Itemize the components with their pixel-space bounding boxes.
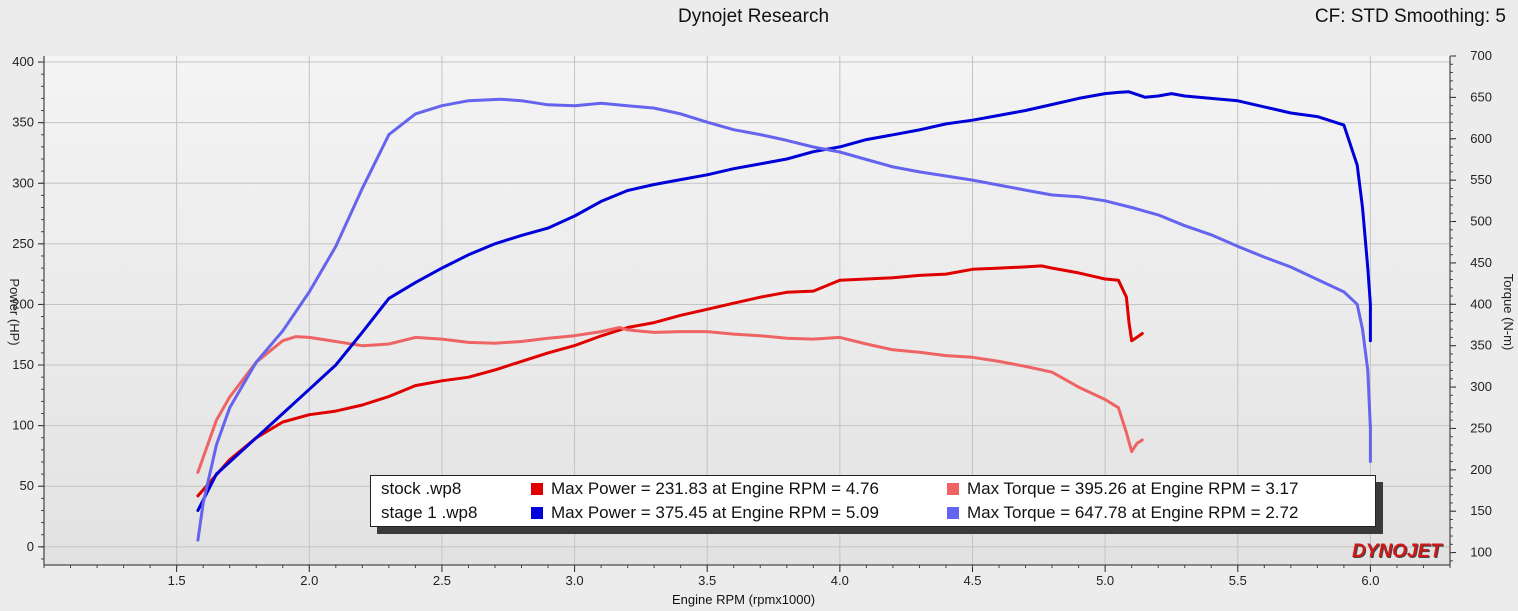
y-right-tick-label: 400 [1470,296,1492,311]
legend-torque-entry: Max Torque = 395.26 at Engine RPM = 3.17 [947,479,1298,499]
y-right-tick-label: 100 [1470,545,1492,560]
y-left-tick-label: 250 [12,236,34,251]
series-line-stock-wp8-torque [196,326,1144,474]
power-color-swatch [531,483,543,495]
dynojet-logo: DYNOJET [1352,541,1442,562]
legend-power-text: Max Power = 375.45 at Engine RPM = 5.09 [551,503,879,522]
y-right-tick-label: 300 [1470,379,1492,394]
y-right-tick-label: 350 [1470,338,1492,353]
x-tick-label: 4.0 [831,573,849,588]
power-color-swatch [531,507,543,519]
y-right-tick-label: 500 [1470,214,1492,229]
y-right-tick-label: 550 [1470,172,1492,187]
legend-torque-entry: Max Torque = 647.78 at Engine RPM = 2.72 [947,503,1298,523]
x-tick-label: 3.0 [566,573,584,588]
y-right-tick-label: 450 [1470,255,1492,270]
chart-title: Dynojet Research [678,6,830,27]
y-right-tick-label: 700 [1470,48,1492,63]
y-right-tick-label: 150 [1470,503,1492,518]
y-right-tick-label: 650 [1470,89,1492,104]
y-left-tick-label: 150 [12,357,34,372]
y-left-tick-label: 100 [12,418,34,433]
x-tick-label: 2.5 [433,573,451,588]
y-left-tick-label: 350 [12,115,34,130]
legend-row-stage1: stage 1 .wp8 Max Power = 375.45 at Engin… [371,501,1375,525]
x-axis-label: Engine RPM (rpmx1000) [672,592,816,607]
correction-factor-label: CF: STD Smoothing: 5 [1314,6,1506,27]
y-left-tick-label: 200 [12,296,34,311]
legend-file-name: stage 1 .wp8 [381,503,478,522]
y-right-tick-label: 600 [1470,131,1492,146]
legend-torque-text: Max Torque = 395.26 at Engine RPM = 3.17 [967,479,1299,498]
y-right-tick-label: 200 [1470,462,1492,477]
x-tick-label: 4.5 [963,573,981,588]
legend-power-entry: Max Power = 375.45 at Engine RPM = 5.09 [531,503,879,523]
x-tick-label: 1.5 [168,573,186,588]
legend-torque-text: Max Torque = 647.78 at Engine RPM = 2.72 [967,503,1299,522]
y-left-tick-label: 0 [27,539,34,554]
series-line-stock-wp8-power [196,264,1144,498]
y-left-tick-label: 300 [12,175,34,190]
legend-file-name: stock .wp8 [381,479,462,498]
torque-color-swatch [947,507,959,519]
x-tick-label: 2.0 [300,573,318,588]
x-tick-label: 5.5 [1229,573,1247,588]
x-tick-label: 3.5 [698,573,716,588]
series-line-stage-1-wp8-power [196,90,1372,512]
y-axis-left-label: Power (HP) [7,278,22,345]
x-tick-label: 5.0 [1096,573,1114,588]
legend: stock .wp8 Max Power = 231.83 at Engine … [370,475,1376,527]
torque-color-swatch [947,483,959,495]
y-right-tick-label: 250 [1470,420,1492,435]
series-line-stage-1-wp8-torque [196,97,1372,542]
legend-power-text: Max Power = 231.83 at Engine RPM = 4.76 [551,479,879,498]
legend-power-entry: Max Power = 231.83 at Engine RPM = 4.76 [531,479,879,499]
x-tick-label: 6.0 [1361,573,1379,588]
y-left-tick-label: 50 [20,478,34,493]
y-axis-right-label: Torque (N-m) [1501,274,1516,351]
legend-row-stock: stock .wp8 Max Power = 231.83 at Engine … [371,477,1375,501]
y-left-tick-label: 400 [12,54,34,69]
